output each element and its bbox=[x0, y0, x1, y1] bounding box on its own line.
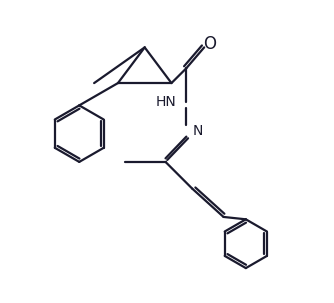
Text: HN: HN bbox=[155, 95, 176, 109]
Text: N: N bbox=[193, 124, 203, 138]
Text: O: O bbox=[203, 35, 216, 53]
